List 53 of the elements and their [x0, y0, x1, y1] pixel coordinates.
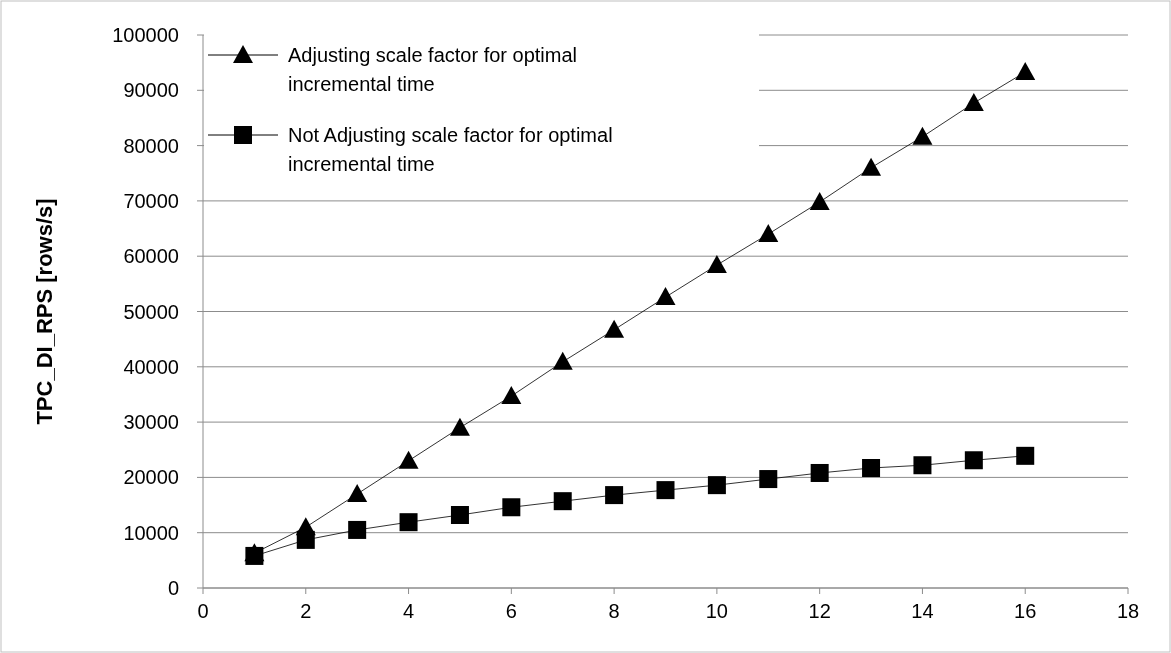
- y-tick-label: 90000: [123, 79, 179, 102]
- point: [1015, 62, 1036, 81]
- x-tick-label: 8: [608, 600, 620, 622]
- x-tick-label: 10: [705, 600, 729, 622]
- y-tick-label: 20000: [123, 466, 179, 489]
- y-tick-label: 70000: [123, 189, 179, 212]
- x-tick-label: 18: [1116, 600, 1140, 622]
- point: [398, 450, 419, 469]
- point: [862, 459, 881, 477]
- point: [501, 386, 522, 405]
- point: [759, 470, 778, 489]
- y-tick-label: 10000: [123, 521, 179, 544]
- legend-label: Not Adjusting scale factor for optimal incremental time: [288, 124, 613, 175]
- point: [553, 492, 572, 511]
- point: [656, 481, 675, 500]
- point: [758, 224, 779, 243]
- point: [707, 476, 726, 495]
- point: [963, 93, 984, 112]
- x-tick-label: 16: [1014, 600, 1037, 622]
- point: [810, 463, 829, 482]
- x-tick-label: 12: [808, 600, 831, 622]
- point: [706, 255, 727, 274]
- point: [502, 498, 521, 517]
- x-tick-label: 2: [300, 600, 312, 622]
- point: [655, 287, 676, 306]
- point: [809, 192, 830, 211]
- point: [295, 517, 316, 536]
- point: [347, 483, 368, 502]
- x-tick-label: 0: [197, 600, 209, 622]
- point: [348, 520, 367, 539]
- point: [604, 319, 625, 338]
- y-tick-label: 80000: [123, 134, 179, 157]
- point: [912, 126, 933, 145]
- x-tick-label: 14: [911, 600, 934, 622]
- point: [450, 506, 469, 524]
- y-tick-label: 100000: [112, 24, 179, 46]
- point: [399, 513, 418, 532]
- point: [964, 451, 983, 470]
- y-tick-label: 60000: [123, 245, 179, 268]
- x-tick-label: 4: [402, 600, 415, 622]
- point: [913, 456, 932, 475]
- legend-label: Adjusting scale factor for optimal incremental time: [288, 44, 578, 95]
- point: [552, 351, 573, 370]
- point: [449, 417, 470, 436]
- y-tick-label: 50000: [123, 300, 179, 323]
- y-tick-label: 30000: [123, 411, 179, 434]
- y-tick-label: 40000: [123, 355, 179, 378]
- y-axis-title: TPC_DI_RPS [rows/s]: [32, 198, 57, 425]
- point: [605, 486, 624, 505]
- y-tick-label: 0: [167, 577, 179, 599]
- point: [1016, 446, 1035, 465]
- x-tick-label: 6: [505, 600, 517, 622]
- point: [861, 157, 882, 176]
